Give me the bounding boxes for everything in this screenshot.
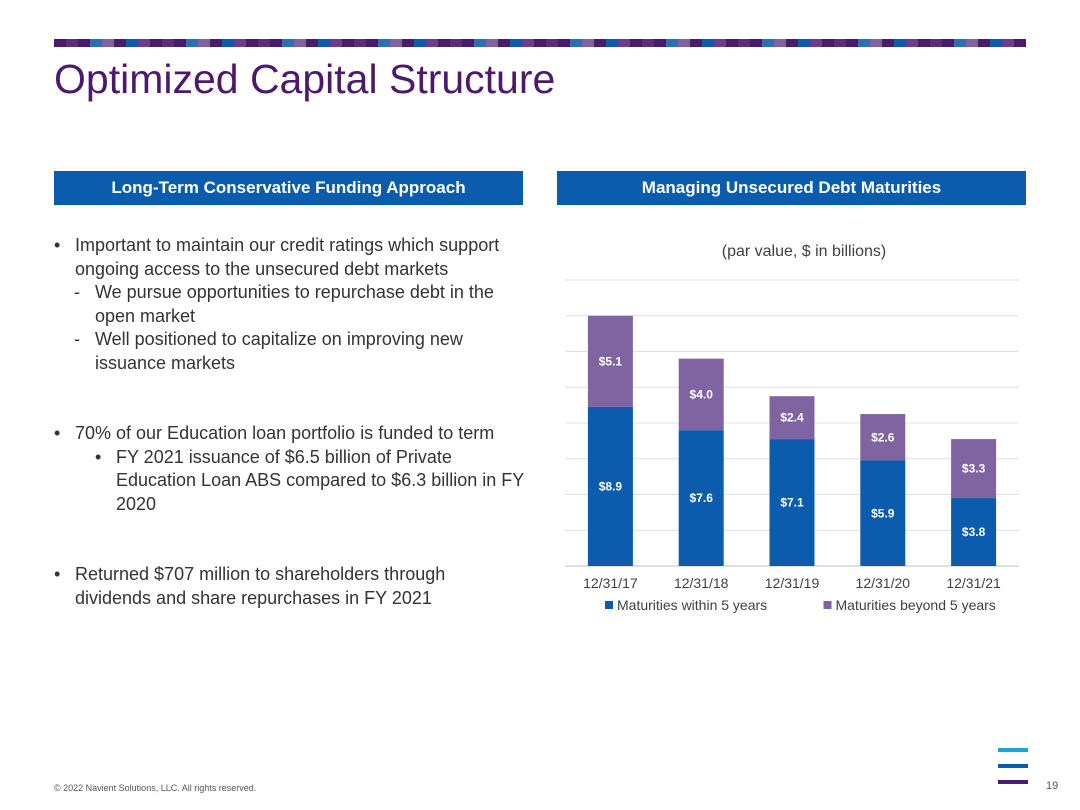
bar-segment [860,460,906,566]
data-label: $3.3 [962,462,986,476]
x-tick-label: 12/31/18 [674,575,729,591]
x-tick-label: 12/31/20 [856,575,911,591]
left-panel-header: Long-Term Conservative Funding Approach [54,171,523,205]
sub-bullet-item: - We pursue opportunities to repurchase d… [74,282,494,326]
decorative-stripe [54,39,1026,47]
data-label: $2.6 [871,430,895,444]
bar-segment [678,430,724,566]
x-tick-label: 12/31/21 [946,575,1001,591]
bullet-item: • Important to maintain our credit rating… [54,235,500,279]
data-label: $5.9 [871,506,895,520]
bar-segment [951,439,997,499]
copyright-footer: © 2022 Navient Solutions, LLC. All right… [54,783,257,793]
bar-segment [951,498,997,566]
legend-label: Maturities beyond 5 years [836,597,996,613]
bar-segment [587,315,633,407]
data-label: $7.1 [780,496,804,510]
bar-segment [860,414,906,461]
bar-segment [769,396,815,440]
data-label: $3.8 [962,525,986,539]
bullet-item: • 70% of our Education loan portfolio is … [54,423,495,443]
page-title: Optimized Capital Structure [54,56,556,102]
brand-logo [998,748,1028,784]
bar-segment [678,358,724,431]
bullet-item: • Returned $707 million to shareholders t… [54,564,446,608]
legend-swatch [823,601,832,609]
sub-bullet-item: • FY 2021 issuance of $6.5 billion of Pri… [95,446,524,514]
chart-subtitle: (par value, $ in billions) [722,243,887,260]
legend-label: Maturities within 5 years [617,597,767,613]
bar-segment [769,439,815,566]
x-tick-label: 12/31/19 [765,575,820,591]
legend-swatch [605,601,613,609]
data-label: $8.9 [599,479,623,493]
right-panel-header: Managing Unsecured Debt Maturities [557,171,1026,205]
debt-maturities-chart: (par value, $ in billions) $8.9 $5.1 12/31/… [565,243,1019,613]
data-label: $2.4 [780,411,804,425]
sub-bullet-item: - Well positioned to capitalize on improv… [74,329,463,373]
data-label: $7.6 [690,491,714,505]
page-number: 19 [1046,780,1059,792]
data-label: $4.0 [690,387,714,401]
bar-segment [587,406,633,566]
data-label: $5.1 [599,354,623,368]
x-tick-label: 12/31/17 [583,575,638,591]
bullet-list: • Important to maintain our credit rating… [54,234,524,610]
